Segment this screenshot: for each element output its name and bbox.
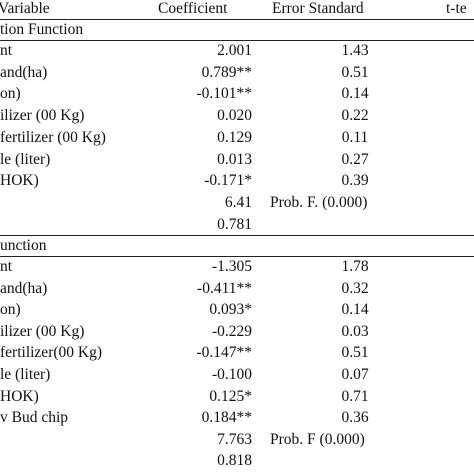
- section1-row-label: ilizer (00 Kg): [0, 107, 85, 125]
- section2-row-error-standard: 0.36: [341, 409, 369, 427]
- section2-row-label: HOK): [0, 387, 39, 405]
- section1-rule: [0, 40, 474, 41]
- section2-row-coefficient: -0.411**: [197, 279, 252, 297]
- section1-row-error-standard: 0.22: [341, 107, 369, 125]
- section1-row-coefficient: 0.013: [217, 150, 252, 168]
- section2-row-coefficient: 0.093*: [209, 301, 252, 319]
- section1-row-error-standard: 1.43: [341, 42, 369, 59]
- section1-row-error-standard: 0.27: [341, 150, 369, 168]
- section1-row-coefficient: -0.171*: [204, 172, 252, 190]
- section2-row-label: fertilizer(00 Kg): [0, 344, 102, 362]
- section1-row-error-standard: 0.11: [341, 128, 369, 146]
- section1-row-error-standard: 0.51: [341, 63, 369, 81]
- section2-row-error-standard: 0.14: [341, 301, 369, 319]
- section1-row-coefficient: 0.789**: [201, 63, 252, 81]
- section2-row-error-standard: 0.03: [341, 322, 369, 340]
- section2-row-coefficient: -0.229: [211, 322, 252, 340]
- section1-row-error-standard: 0.39: [341, 172, 369, 190]
- section1-row-coefficient: 6.41: [224, 193, 252, 211]
- section2-row-label: le (liter): [0, 366, 51, 383]
- section2-rule: [0, 256, 474, 257]
- section1-row-label: on): [0, 85, 21, 103]
- section2-row-error-standard: 0.07: [341, 366, 369, 383]
- header-variable: Variable: [0, 0, 50, 17]
- header-error-standard: Error Standard: [272, 0, 364, 17]
- section2-row-error-standard: 0.51: [341, 344, 369, 362]
- section2-row-coefficient: 0.184**: [201, 409, 252, 427]
- section2-row-label: v Bud chip: [0, 409, 69, 427]
- section1-row-error-standard: 0.14: [341, 85, 369, 103]
- section1-row-coefficient: 2.001: [217, 42, 252, 59]
- section1-row-coefficient: 0.020: [217, 107, 252, 125]
- section-divider: [0, 235, 474, 236]
- section2-row-error-standard: Prob. F (0.000): [270, 430, 365, 448]
- header-coefficient: Coefficient: [158, 0, 228, 17]
- section1-row-label: nt: [0, 42, 13, 59]
- section1-row-label: fertilizer (00 Kg): [0, 128, 106, 146]
- section2-title: unction: [0, 237, 47, 254]
- section1-title: tion Function: [0, 21, 84, 38]
- section2-row-error-standard: 0.71: [341, 387, 369, 405]
- section2-row-label: and(ha): [0, 279, 48, 297]
- section2-row-coefficient: 0.818: [217, 452, 252, 470]
- section1-row-label: le (liter): [0, 150, 51, 168]
- section1-row-coefficient: 0.781: [217, 215, 252, 233]
- section2-row-label: ilizer (00 Kg): [0, 322, 85, 340]
- section2-row-coefficient: 7.763: [217, 430, 252, 448]
- section1-row-error-standard: Prob. F. (0.000): [270, 193, 368, 211]
- header-t-test: t-te: [446, 0, 467, 17]
- section2-row-label: on): [0, 301, 21, 319]
- section2-row-coefficient: 0.125*: [209, 387, 252, 405]
- section2-row-coefficient: -1.305: [211, 258, 252, 275]
- section2-row-coefficient: -0.100: [211, 366, 252, 383]
- header-rule: [0, 19, 474, 20]
- section1-row-label: HOK): [0, 172, 39, 190]
- section2-row-error-standard: 1.78: [341, 258, 369, 275]
- section2-row-coefficient: -0.147**: [196, 344, 252, 362]
- section2-row-label: nt: [0, 258, 13, 275]
- section1-row-label: and(ha): [0, 63, 48, 81]
- section2-row-error-standard: 0.32: [341, 279, 369, 297]
- section1-row-coefficient: 0.129: [217, 128, 252, 146]
- section1-row-coefficient: -0.101**: [196, 85, 252, 103]
